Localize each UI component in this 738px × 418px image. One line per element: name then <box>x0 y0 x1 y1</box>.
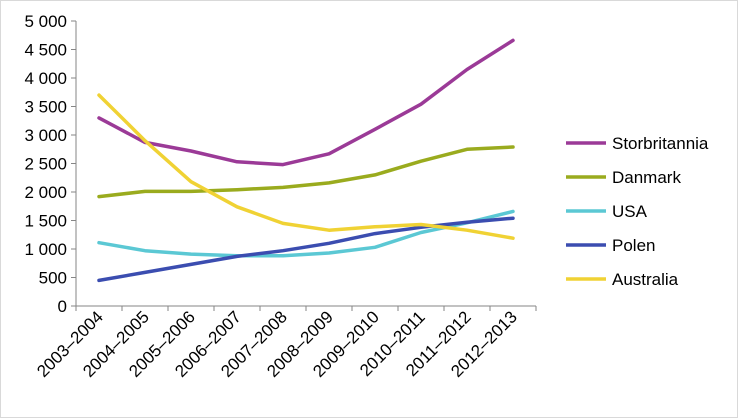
legend-label: Australia <box>612 270 679 289</box>
y-tick-label: 500 <box>39 269 67 288</box>
series-lines <box>97 38 515 283</box>
legend-label: Polen <box>612 236 655 255</box>
y-tick-label: 4 000 <box>24 69 67 88</box>
x-axis-ticks: 2003–20042004–20052005–20062006–20072007… <box>33 306 537 381</box>
series-line-danmark <box>97 145 515 199</box>
series-line-storbritannia <box>97 38 515 167</box>
y-tick-label: 1 000 <box>24 240 67 259</box>
y-tick-label: 4 500 <box>24 41 67 60</box>
legend-label: USA <box>612 202 648 221</box>
series-line-usa <box>97 209 515 258</box>
y-tick-label: 3 500 <box>24 98 67 117</box>
chart-axes <box>75 21 536 307</box>
series-line-polen <box>97 216 515 283</box>
y-tick-label: 3 000 <box>24 126 67 145</box>
series-line-australia <box>97 93 515 240</box>
y-tick-label: 2 500 <box>24 155 67 174</box>
legend-label: Storbritannia <box>612 134 709 153</box>
y-tick-label: 2 000 <box>24 183 67 202</box>
y-axis-ticks: 0 500 1 000 1 500 2 000 2 500 3 000 3 500 4 000 4… <box>24 12 76 316</box>
legend-label: Danmark <box>612 168 681 187</box>
y-tick-label: 0 <box>58 297 67 316</box>
y-tick-label: 1 500 <box>24 212 67 231</box>
y-tick-label: 5 000 <box>24 12 67 31</box>
legend: Storbritannia Danmark USA Polen Australia <box>566 134 709 289</box>
